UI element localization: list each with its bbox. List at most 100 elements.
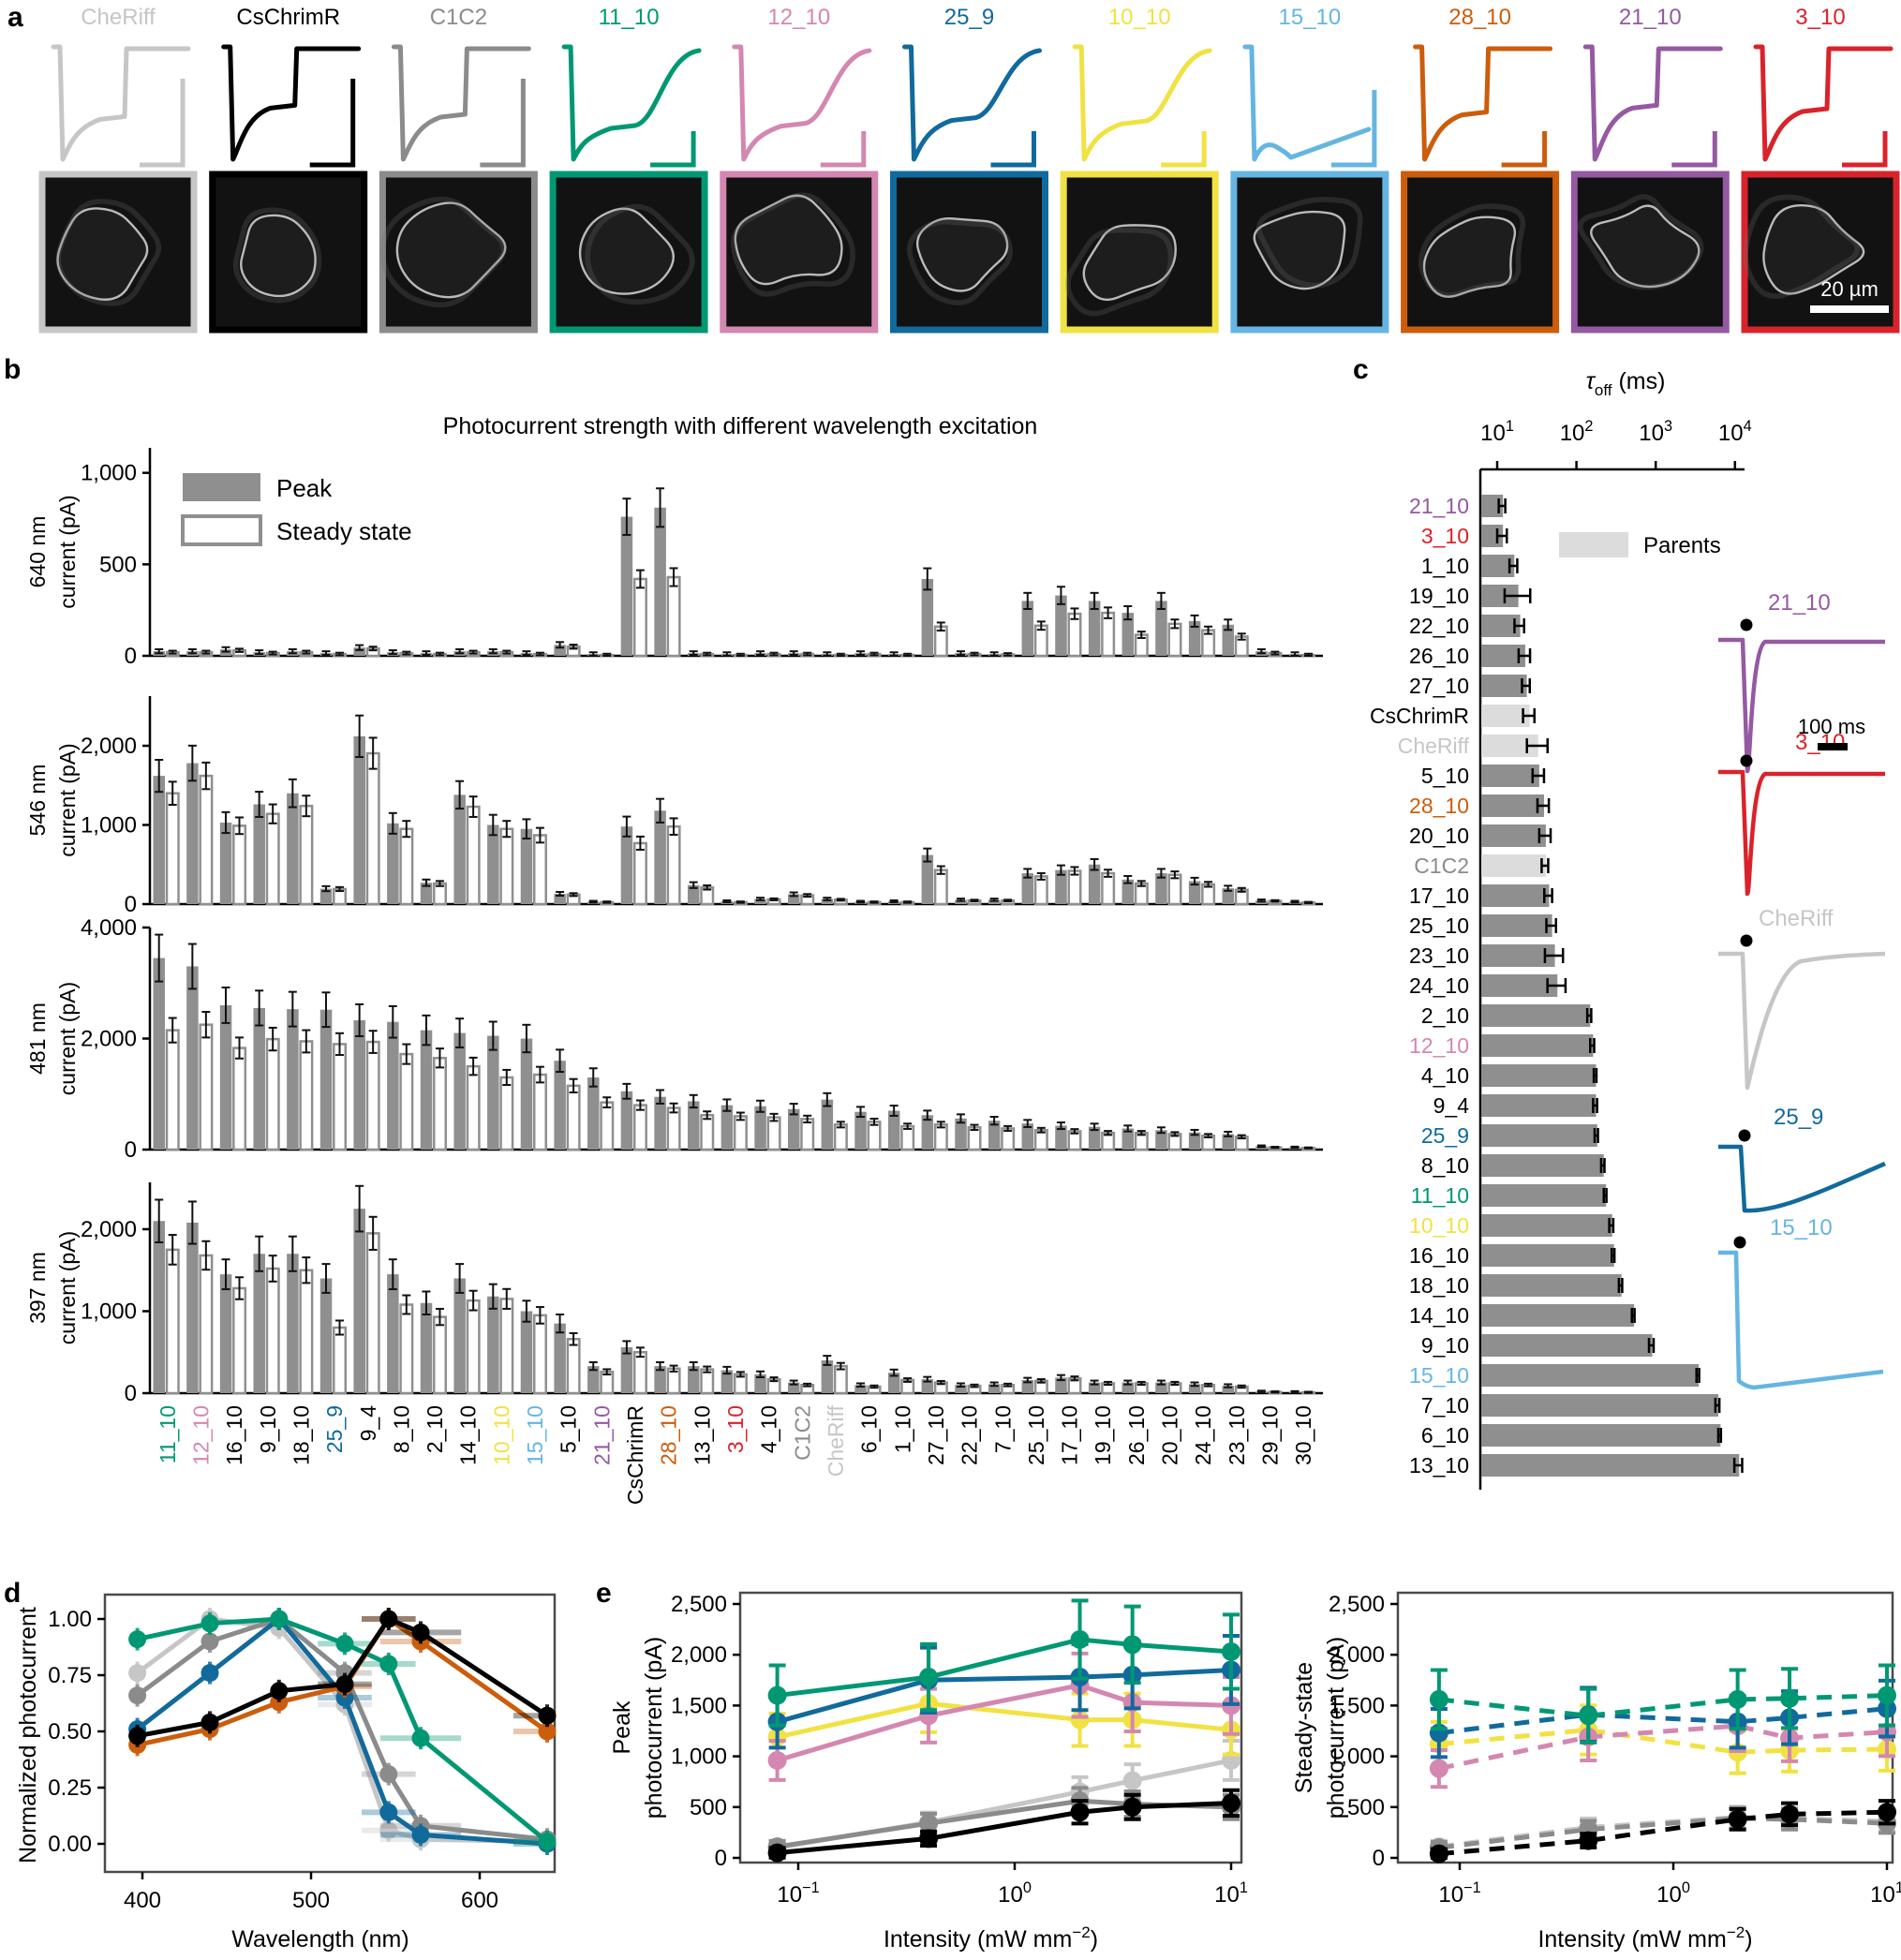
x-category-label: 29_10 (1258, 1405, 1283, 1465)
legend-swatch-peak (183, 473, 260, 501)
photocurrent-trace (51, 44, 191, 162)
data-point (1429, 1844, 1448, 1863)
bar-peak (487, 1296, 499, 1393)
cell-image-halo (906, 218, 1013, 305)
x-tick-label: 400 (124, 1888, 161, 1913)
y-tick-label: 1.00 (48, 1607, 92, 1632)
data-point (1122, 1771, 1142, 1790)
variant-label: 12_10 (767, 5, 830, 30)
subplot-397nm: 0 1,000 2,000 397 nm current (pA) (25, 1182, 1323, 1406)
variant-column: 3_10 20 µm (1741, 5, 1900, 334)
bar-peak (654, 507, 666, 656)
cell-image-halo (1743, 194, 1861, 299)
trace-scale-bar (1842, 131, 1888, 168)
bar-peak (587, 1366, 600, 1393)
bar-peak (1222, 624, 1235, 656)
x-category-label: 28_10 (657, 1405, 681, 1465)
bar-peak (387, 1274, 399, 1393)
series-line (1438, 1693, 1888, 1718)
bar-peak (453, 1278, 466, 1393)
bar-peak (654, 1366, 666, 1393)
bar-steady (632, 1104, 647, 1151)
row-label: 16_10 (1409, 1243, 1469, 1268)
variant-column: 28_10 (1401, 5, 1560, 334)
variant-column: 25_9 (890, 5, 1048, 334)
data-point (335, 1675, 354, 1694)
bar-steady (632, 1351, 647, 1395)
bar-steady (365, 751, 380, 906)
row-label: 10_10 (1409, 1213, 1469, 1238)
data-point (379, 1821, 398, 1840)
y-tick-label: 2,500 (1329, 1592, 1385, 1617)
bar-steady (265, 812, 280, 906)
bar-peak (319, 1278, 333, 1393)
x-category-label: 13_10 (690, 1405, 714, 1465)
bar-peak (219, 1274, 232, 1393)
x-category-label: 17_10 (1058, 1405, 1082, 1465)
series-line (777, 1700, 1232, 1740)
y-tick-label: 1,000 (81, 461, 137, 486)
bar-steady (867, 1121, 882, 1151)
x-category-label: 25_9 (322, 1405, 347, 1453)
x-category-label: 30_10 (1291, 1405, 1315, 1465)
bar-peak (1121, 613, 1135, 656)
bar-steady (199, 774, 214, 906)
y-tick-label: 500 (99, 552, 137, 577)
bar-peak (854, 1385, 867, 1393)
variant-column: C1C2 (379, 5, 538, 334)
bar-peak (620, 1091, 633, 1150)
tau-bar (1481, 944, 1555, 967)
bar-steady (399, 1052, 414, 1151)
bar-peak (688, 884, 700, 904)
inset-CheRiff: CheRiff (1718, 906, 1886, 1091)
data-point (270, 1682, 289, 1700)
panel-c-label: c (1353, 354, 1369, 385)
photocurrent-trace (1413, 44, 1553, 162)
x-category-label: 10_10 (489, 1405, 513, 1465)
series-CsChrimR (128, 1608, 557, 1747)
tau-bar (1481, 1364, 1700, 1387)
x-category-label: 6_10 (857, 1405, 882, 1453)
bar-peak (1088, 1126, 1101, 1150)
photocurrent-trace (732, 44, 872, 162)
y-axis-label: Steady-state (1291, 1662, 1317, 1793)
row-label: 15_10 (1409, 1363, 1469, 1388)
bar-peak (520, 1311, 533, 1393)
x-category-label: 25_10 (1024, 1405, 1048, 1465)
bar-steady (1101, 871, 1116, 906)
bar-steady (532, 834, 547, 906)
bar-peak (253, 1254, 265, 1393)
bar-peak (1155, 873, 1167, 904)
variant-label: CheRiff (81, 5, 156, 30)
bar-peak (620, 826, 633, 904)
data-point (1222, 1793, 1240, 1813)
variant-column: CheRiff (38, 5, 198, 334)
bar-steady (232, 1047, 247, 1151)
photocurrent-trace (1753, 44, 1894, 162)
row-label: 19_10 (1409, 584, 1469, 608)
x-category-label: 23_10 (1225, 1405, 1249, 1465)
cell-image-halo (1065, 227, 1174, 317)
series-CsChrimR (767, 1788, 1240, 1863)
bar-steady (265, 1037, 280, 1151)
data-point (538, 1722, 557, 1741)
y-tick-label: 0.25 (48, 1775, 92, 1801)
y-tick-label: 2,000 (81, 1217, 137, 1242)
stimulus-dot (1740, 618, 1753, 631)
variant-label: 3_10 (1795, 5, 1845, 30)
row-label: 27_10 (1409, 674, 1469, 698)
x-category-label: 22_10 (958, 1405, 982, 1465)
tau-bar (1481, 854, 1546, 877)
inset-label: 3_10 (1795, 730, 1845, 755)
data-point (128, 1664, 147, 1683)
y-tick-label: 1,500 (1329, 1693, 1385, 1718)
photocurrent-trace (902, 44, 1042, 162)
variant-column: 15_10 (1230, 5, 1389, 334)
cell-image (1762, 203, 1865, 295)
series-line (777, 1637, 1232, 1699)
tau-bar (1481, 1394, 1719, 1417)
tau-bar (1481, 824, 1546, 847)
bar-peak (153, 958, 165, 1150)
data-point (379, 1765, 398, 1784)
y-axis-label: 481 nm (25, 1002, 50, 1075)
